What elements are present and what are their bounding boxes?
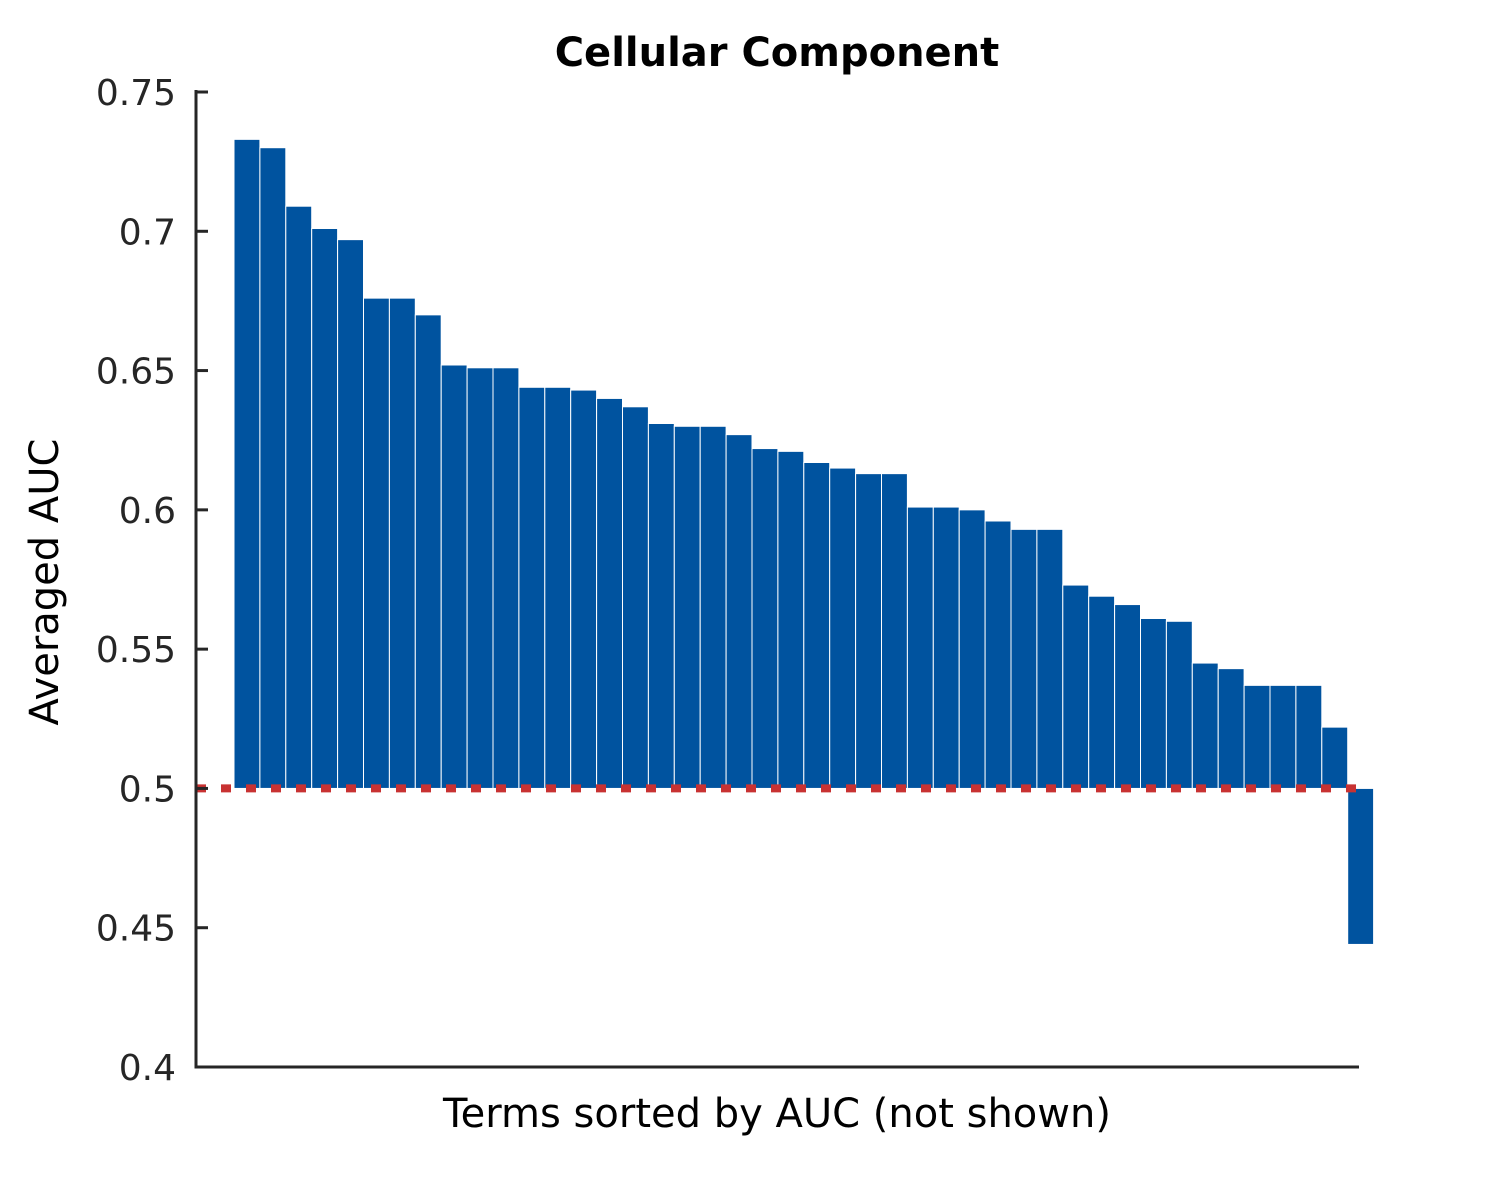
y-ticks-group: 0.4 0.45 0.5 0.55 0.6 0.65 0.7 0.75 [96, 73, 208, 1089]
y-tick-label: 0.65 [96, 352, 176, 393]
bar-9 [440, 364, 468, 789]
bar-34 [1088, 595, 1116, 789]
bar-40 [1243, 684, 1271, 789]
y-tick-label: 0.45 [96, 909, 176, 950]
chart-title: Cellular Component [555, 30, 1000, 76]
bar-20 [725, 434, 753, 789]
bar-29 [958, 509, 986, 789]
bar-36 [1140, 618, 1167, 789]
bar-8 [414, 314, 442, 789]
y-tick-label: 0.4 [119, 1048, 176, 1089]
bar-35 [1114, 604, 1141, 789]
bar-39 [1217, 668, 1245, 789]
bar-14 [570, 389, 598, 789]
bar-30 [984, 520, 1012, 789]
bar-12 [518, 386, 546, 789]
bar-1 [233, 138, 261, 789]
bar-22 [777, 450, 805, 789]
y-axis-label: Averaged AUC [22, 439, 68, 726]
bar-7 [388, 297, 416, 789]
bar-19 [699, 425, 727, 789]
bar-33 [1062, 584, 1090, 789]
bar-43 [1321, 726, 1349, 789]
bar-26 [881, 473, 908, 789]
bar-37 [1165, 620, 1193, 789]
bar-25 [855, 473, 882, 789]
bar-27 [906, 506, 934, 789]
bar-4 [311, 228, 339, 789]
bar-31 [1010, 528, 1038, 789]
y-tick-label: 0.7 [119, 212, 176, 253]
x-axis-label: Terms sorted by AUC (not shown) [442, 1091, 1111, 1137]
y-tick-label: 0.6 [119, 491, 176, 532]
bar-38 [1191, 662, 1219, 789]
y-tick-label: 0.75 [96, 73, 176, 114]
axes-group [194, 90, 1359, 1069]
bar-3 [285, 205, 313, 789]
bar-21 [751, 448, 779, 789]
bar-13 [544, 386, 572, 789]
bar-17 [647, 423, 675, 789]
bar-24 [829, 467, 857, 789]
bar-6 [363, 297, 390, 789]
bar-28 [932, 506, 960, 789]
bar-15 [596, 397, 623, 789]
y-tick-label: 0.5 [119, 769, 176, 810]
bar-44 [1347, 787, 1375, 945]
bar-5 [337, 239, 365, 789]
bar-11 [492, 367, 520, 789]
bar-10 [466, 367, 494, 789]
bar-18 [673, 425, 701, 789]
bar-16 [622, 406, 649, 789]
bar-41 [1269, 684, 1297, 789]
bar-2 [259, 147, 287, 789]
bar-23 [803, 462, 831, 789]
bar-42 [1295, 684, 1323, 789]
bar-32 [1036, 528, 1064, 789]
y-tick-label: 0.55 [96, 630, 176, 671]
bars-group [233, 138, 1375, 945]
